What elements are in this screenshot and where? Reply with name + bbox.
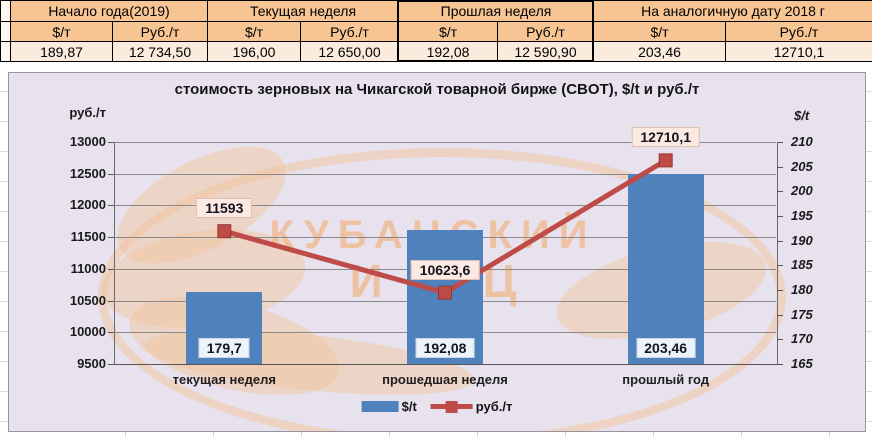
sheet-gridlines-bottom <box>0 430 872 437</box>
right-axis-tick-label: 170 <box>791 331 813 347</box>
left-axis-tick-mark <box>108 332 114 334</box>
left-axis-tick-mark <box>108 173 114 175</box>
line-data-label: 11593 <box>196 198 253 219</box>
line-marker[interactable] <box>438 285 452 300</box>
legend-label-dollar: $/t <box>401 399 417 414</box>
left-axis-tick-label: 13000 <box>69 134 106 149</box>
category-label: текущая неделя <box>172 372 276 387</box>
line-data-label: 10623,6 <box>410 259 480 280</box>
bar-series-swatch <box>361 401 399 412</box>
right-axis-tick-mark <box>777 339 783 341</box>
left-axis-tick-mark <box>108 205 114 207</box>
chart-area[interactable]: КУБАНСКИЙ ИКЦ стоимость зерновых на Чика… <box>8 72 866 432</box>
empty-cell[interactable] <box>1 22 11 42</box>
right-axis-tick-label: 180 <box>791 282 813 297</box>
left-axis-tick-label: 12000 <box>69 197 106 213</box>
value-same-date-2018-rub[interactable]: 12710,1 <box>726 42 872 62</box>
subheader-dollar[interactable]: $/т <box>594 22 726 42</box>
sheet-gridlines-left <box>0 62 8 437</box>
right-axis-tick-label: 190 <box>791 232 813 248</box>
value-same-date-2018-dollar[interactable]: 203,46 <box>594 42 726 62</box>
right-axis-tick-mark <box>777 240 783 242</box>
legend-item-dollar[interactable]: $/t <box>361 399 417 414</box>
empty-cell[interactable] <box>1 1 11 22</box>
right-axis-tick-label: 210 <box>791 134 813 149</box>
line-marker[interactable] <box>658 153 673 168</box>
left-axis-tick-label: 11500 <box>70 229 106 245</box>
subheader-rub[interactable]: Руб./т <box>301 22 399 42</box>
gridline <box>114 205 776 207</box>
group-header-current-week[interactable]: Текущая неделя <box>208 1 399 22</box>
line-series-rub[interactable] <box>114 142 776 364</box>
line-series-swatch <box>430 400 473 413</box>
chart-legend[interactable]: $/t руб./т <box>361 399 513 414</box>
bar-data-label: 179,7 <box>198 338 250 358</box>
right-axis-tick-mark <box>777 166 783 168</box>
value-current-week-dollar[interactable]: 196,00 <box>208 42 301 62</box>
left-axis-tick-mark <box>108 237 114 239</box>
group-header-year-start[interactable]: Начало года(2019) <box>11 1 208 22</box>
empty-cell[interactable] <box>1 42 11 62</box>
right-axis-tick-label: 165 <box>791 356 813 371</box>
chart-title: стоимость зерновых на Чикагской товарной… <box>174 81 700 98</box>
right-axis-tick-mark <box>777 364 783 365</box>
subheader-rub[interactable]: Руб./т <box>113 22 208 42</box>
left-axis-tick-mark <box>108 364 114 365</box>
right-axis-tick-label: 195 <box>791 208 813 223</box>
right-axis-tick-mark <box>777 290 783 291</box>
subheader-dollar[interactable]: $/т <box>399 22 498 42</box>
group-header-last-week[interactable]: Прошлая неделя <box>399 1 594 22</box>
right-axis-tick-mark <box>777 216 783 217</box>
line-marker[interactable] <box>217 224 232 239</box>
sheet-gridlines-right <box>865 62 872 437</box>
right-axis-tick-label: 175 <box>791 306 813 322</box>
right-axis-tick-label: 185 <box>791 257 813 273</box>
bar-data-label: 192,08 <box>415 338 475 358</box>
subheader-dollar[interactable]: $/т <box>208 22 301 42</box>
value-year-start-dollar[interactable]: 189,87 <box>11 42 113 62</box>
gridline <box>114 142 776 143</box>
plot-area <box>114 142 778 365</box>
value-last-week-dollar[interactable]: 192,08 <box>399 42 498 62</box>
value-year-start-rub[interactable]: 12 734,50 <box>113 42 208 62</box>
right-axis-tick-mark <box>777 142 783 143</box>
value-current-week-rub[interactable]: 12 650,00 <box>301 42 399 62</box>
gridline <box>114 173 776 175</box>
category-label: прошлый год <box>622 372 710 387</box>
left-axis-tick-mark <box>108 300 114 302</box>
right-axis-tick-mark <box>777 265 783 267</box>
left-axis-tick-label: 9500 <box>77 356 106 371</box>
legend-item-rub[interactable]: руб./т <box>430 399 513 414</box>
left-axis-title: руб./т <box>69 105 106 120</box>
legend-label-rub: руб./т <box>475 399 513 414</box>
value-last-week-rub[interactable]: 12 590,90 <box>498 42 594 62</box>
left-axis-tick-label: 10000 <box>69 324 106 340</box>
left-axis-tick-mark <box>108 142 114 143</box>
left-axis-tick-label: 11000 <box>70 260 106 276</box>
line-data-label: 12710,1 <box>631 127 700 148</box>
right-axis-tick-mark <box>777 314 783 316</box>
bar-dollar-per-ton[interactable] <box>627 174 704 364</box>
right-axis-tick-mark <box>777 191 783 193</box>
price-table: Начало года(2019) Текущая неделя Прошлая… <box>0 0 872 62</box>
left-axis-tick-label: 10500 <box>69 292 106 308</box>
line-marker-swatch <box>445 400 458 413</box>
group-header-same-date-2018[interactable]: На аналогичную дату 2018 г <box>594 1 872 22</box>
category-label: прошедшая неделя <box>382 372 508 387</box>
subheader-rub[interactable]: Руб./т <box>726 22 872 42</box>
left-axis-tick-label: 12500 <box>69 165 106 181</box>
subheader-dollar[interactable]: $/т <box>11 22 113 42</box>
bar-data-label: 203,46 <box>636 338 696 358</box>
right-axis-tick-label: 205 <box>791 158 813 174</box>
subheader-rub[interactable]: Руб./т <box>498 22 594 42</box>
right-axis-title: $/t <box>794 108 810 123</box>
left-axis-tick-mark <box>108 268 114 270</box>
right-axis-tick-label: 200 <box>791 183 813 199</box>
